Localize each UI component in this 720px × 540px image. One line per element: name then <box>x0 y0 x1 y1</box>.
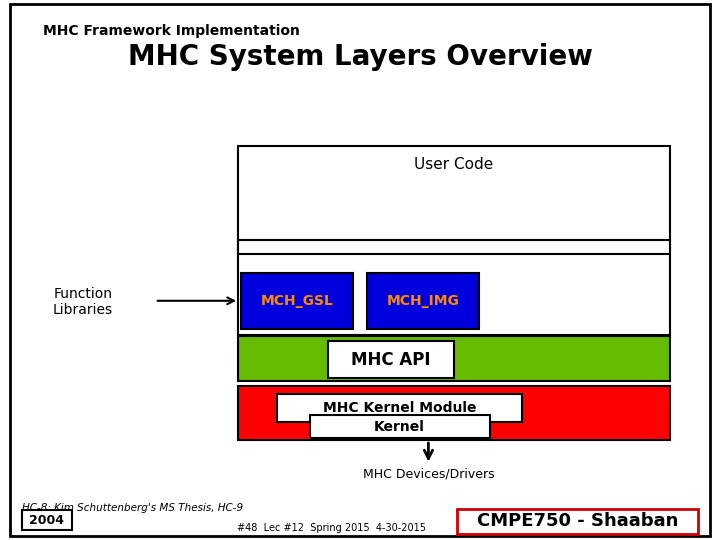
Text: CMPE750 - Shaaban: CMPE750 - Shaaban <box>477 512 678 530</box>
FancyBboxPatch shape <box>22 510 72 530</box>
Text: MHC API: MHC API <box>351 350 431 369</box>
FancyBboxPatch shape <box>238 336 670 381</box>
Text: 2004: 2004 <box>30 514 64 526</box>
Text: User Code: User Code <box>414 157 493 172</box>
Text: MHC System Layers Overview: MHC System Layers Overview <box>127 43 593 71</box>
FancyBboxPatch shape <box>328 341 454 378</box>
Text: MCH_GSL: MCH_GSL <box>261 294 333 308</box>
Text: MCH_IMG: MCH_IMG <box>387 294 459 308</box>
Text: MHC Framework Implementation: MHC Framework Implementation <box>43 24 300 38</box>
Text: MHC Devices/Drivers: MHC Devices/Drivers <box>363 468 494 481</box>
Text: Kernel: Kernel <box>374 420 425 434</box>
Text: HC-8: Kim Schuttenberg's MS Thesis, HC-9: HC-8: Kim Schuttenberg's MS Thesis, HC-9 <box>22 503 243 512</box>
Text: MHC Kernel Module: MHC Kernel Module <box>323 401 477 415</box>
FancyBboxPatch shape <box>241 273 353 329</box>
FancyBboxPatch shape <box>238 146 670 254</box>
Text: #48  Lec #12  Spring 2015  4-30-2015: #48 Lec #12 Spring 2015 4-30-2015 <box>237 523 426 533</box>
FancyBboxPatch shape <box>457 509 698 534</box>
FancyBboxPatch shape <box>310 415 490 438</box>
FancyBboxPatch shape <box>277 394 522 422</box>
FancyBboxPatch shape <box>238 386 670 440</box>
FancyBboxPatch shape <box>367 273 479 329</box>
FancyBboxPatch shape <box>10 4 710 536</box>
Text: Function
Libraries: Function Libraries <box>53 287 113 318</box>
